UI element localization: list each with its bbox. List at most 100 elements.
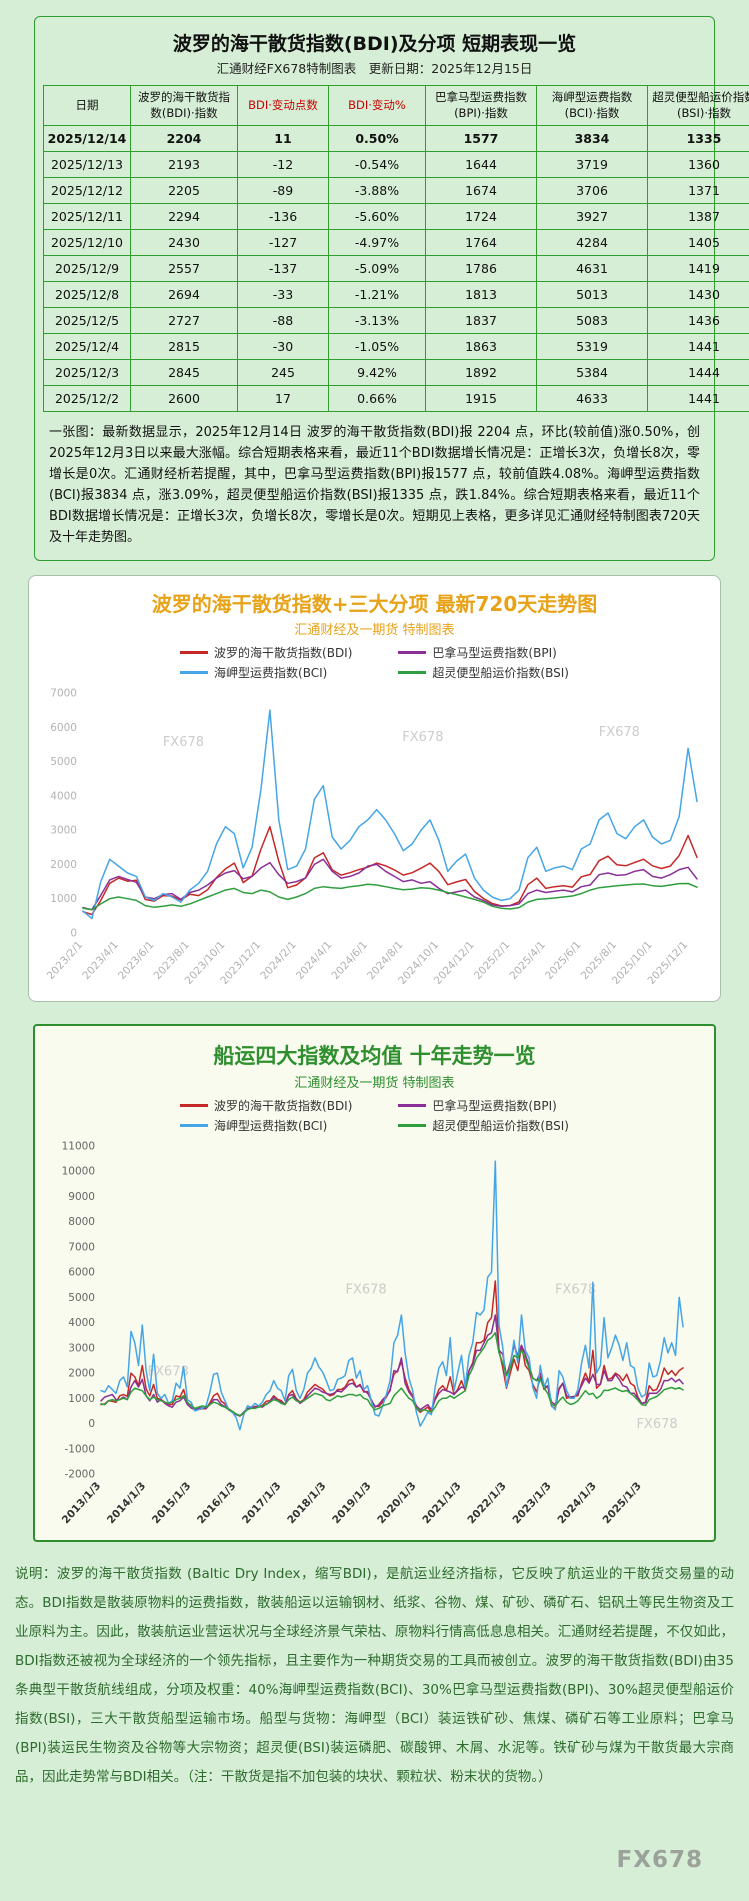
legend-swatch-icon <box>180 671 208 674</box>
value-cell: 245 <box>238 360 329 386</box>
date-cell: 2025/12/3 <box>44 360 131 386</box>
x-axis-label: 2018/1/3 <box>285 1480 328 1526</box>
value-cell: 1371 <box>648 178 749 204</box>
x-axis-label: 2014/1/3 <box>104 1480 147 1526</box>
y-axis-label: 6000 <box>68 1267 95 1279</box>
legend-label: 巴拿马型运费指数(BPI) <box>432 1097 556 1114</box>
column-header: 巴拿马型运费指数(BPI)·指数 <box>426 86 537 126</box>
legend-item: 巴拿马型运费指数(BPI) <box>398 1097 569 1114</box>
y-axis-label: 0 <box>70 928 77 940</box>
x-axis-label: 2023/4/1 <box>80 939 120 982</box>
chart-720-svg: 010002000300040005000600070002023/2/1202… <box>37 683 713 999</box>
value-cell: 1644 <box>426 152 537 178</box>
value-cell: -1.05% <box>329 334 426 360</box>
chart-720-subtitle: 汇通财经及一期货 特制图表 <box>35 619 714 638</box>
value-cell: 2205 <box>131 178 238 204</box>
value-cell: 11 <box>238 126 329 152</box>
short-term-report-box: 波罗的海干散货指数(BDI)及分项 短期表现一览 汇通财经FX678特制图表 更… <box>34 16 715 561</box>
value-cell: 17 <box>238 386 329 412</box>
value-cell: 2727 <box>131 308 238 334</box>
y-axis-label: 1000 <box>68 1393 95 1405</box>
legend-label: 超灵便型船运价指数(BSI) <box>432 664 569 681</box>
x-axis-label: 2025/2/1 <box>471 939 511 982</box>
date-cell: 2025/12/2 <box>44 386 131 412</box>
x-axis-label: 2017/1/3 <box>240 1480 283 1526</box>
value-cell: -5.60% <box>329 204 426 230</box>
legend-item: 超灵便型船运价指数(BSI) <box>398 1117 569 1134</box>
value-cell: 5013 <box>537 282 648 308</box>
y-axis-label: 1000 <box>50 894 77 906</box>
legend-label: 波罗的海干散货指数(BDI) <box>214 1097 352 1114</box>
x-axis-label: 2023/6/1 <box>115 939 155 982</box>
value-cell: 1764 <box>426 230 537 256</box>
column-header: 超灵便型船运价指数(BSI)·指数 <box>648 86 749 126</box>
y-axis-label: 5000 <box>68 1292 95 1304</box>
legend-swatch-icon <box>398 1104 426 1107</box>
value-cell: 2845 <box>131 360 238 386</box>
value-cell: 1892 <box>426 360 537 386</box>
chart-10y-title: 船运四大指数及均值 十年走势一览 <box>41 1040 708 1070</box>
x-axis-label: 2019/1/3 <box>330 1480 373 1526</box>
y-axis-label: 11000 <box>61 1141 94 1153</box>
y-axis-label: 4000 <box>50 791 77 803</box>
x-axis-label: 2022/1/3 <box>465 1480 508 1526</box>
value-cell: 0.66% <box>329 386 426 412</box>
x-axis-label: 2024/4/1 <box>293 939 333 982</box>
y-axis-label: 8000 <box>68 1217 95 1229</box>
value-cell: 4631 <box>537 256 648 282</box>
chart-720-legend: 波罗的海干散货指数(BDI)巴拿马型运费指数(BPI)海岬型运费指数(BCI)超… <box>35 644 714 681</box>
value-cell: -30 <box>238 334 329 360</box>
legend-item: 巴拿马型运费指数(BPI) <box>398 644 569 661</box>
value-cell: -4.97% <box>329 230 426 256</box>
report-subtitle: 汇通财经FX678特制图表 更新日期：2025年12月15日 <box>43 58 706 77</box>
value-cell: -3.88% <box>329 178 426 204</box>
x-axis-label: 2024/2/1 <box>258 939 298 982</box>
column-header: BDI·变动% <box>329 86 426 126</box>
x-axis-label: 2013/1/3 <box>59 1480 102 1526</box>
column-header: 海岬型运费指数(BCI)·指数 <box>537 86 648 126</box>
date-cell: 2025/12/11 <box>44 204 131 230</box>
y-axis-label: 10000 <box>61 1166 94 1178</box>
date-cell: 2025/12/14 <box>44 126 131 152</box>
x-axis-label: 2024/6/1 <box>329 939 369 982</box>
page-title: 波罗的海干散货指数(BDI)及分项 短期表现一览 <box>43 29 706 56</box>
value-cell: 1441 <box>648 334 749 360</box>
value-cell: 4633 <box>537 386 648 412</box>
chart-watermark: FX678 <box>598 726 639 741</box>
legend-item: 超灵便型船运价指数(BSI) <box>398 664 569 681</box>
footer-watermark: FX678 <box>0 1847 703 1873</box>
column-header: 波罗的海干散货指数(BDI)·指数 <box>131 86 238 126</box>
legend-swatch-icon <box>180 651 208 654</box>
legend-label: 海岬型运费指数(BCI) <box>214 664 327 681</box>
value-cell: 1430 <box>648 282 749 308</box>
x-axis-label: 2016/1/3 <box>195 1480 238 1526</box>
chart-10y-svg: -2000-1000010002000300040005000600070008… <box>49 1136 701 1538</box>
date-cell: 2025/12/13 <box>44 152 131 178</box>
legend-item: 海岬型运费指数(BCI) <box>180 1117 352 1134</box>
y-axis-label: 5000 <box>50 756 77 768</box>
value-cell: -33 <box>238 282 329 308</box>
chart-watermark: FX678 <box>402 730 443 745</box>
value-cell: -5.09% <box>329 256 426 282</box>
legend-label: 超灵便型船运价指数(BSI) <box>432 1117 569 1134</box>
chart-10y-box: 船运四大指数及均值 十年走势一览 汇通财经及一期货 特制图表 波罗的海干散货指数… <box>33 1024 716 1542</box>
y-axis-label: 3000 <box>68 1343 95 1355</box>
chart-10y-legend: 波罗的海干散货指数(BDI) 巴拿马型运费指数(BPI) 海岬型运费指数(BCI) 超… <box>41 1097 708 1134</box>
y-axis-label: -2000 <box>64 1469 95 1481</box>
value-cell: 3719 <box>537 152 648 178</box>
value-cell: -1.21% <box>329 282 426 308</box>
value-cell: 5384 <box>537 360 648 386</box>
chart-720-title: 波罗的海干散货指数+三大分项 最新720天走势图 <box>35 588 714 617</box>
value-cell: 5319 <box>537 334 648 360</box>
value-cell: -12 <box>238 152 329 178</box>
x-axis-label: 2025/1/3 <box>600 1480 643 1526</box>
x-axis-label: 2023/2/1 <box>44 939 84 982</box>
value-cell: 2694 <box>131 282 238 308</box>
